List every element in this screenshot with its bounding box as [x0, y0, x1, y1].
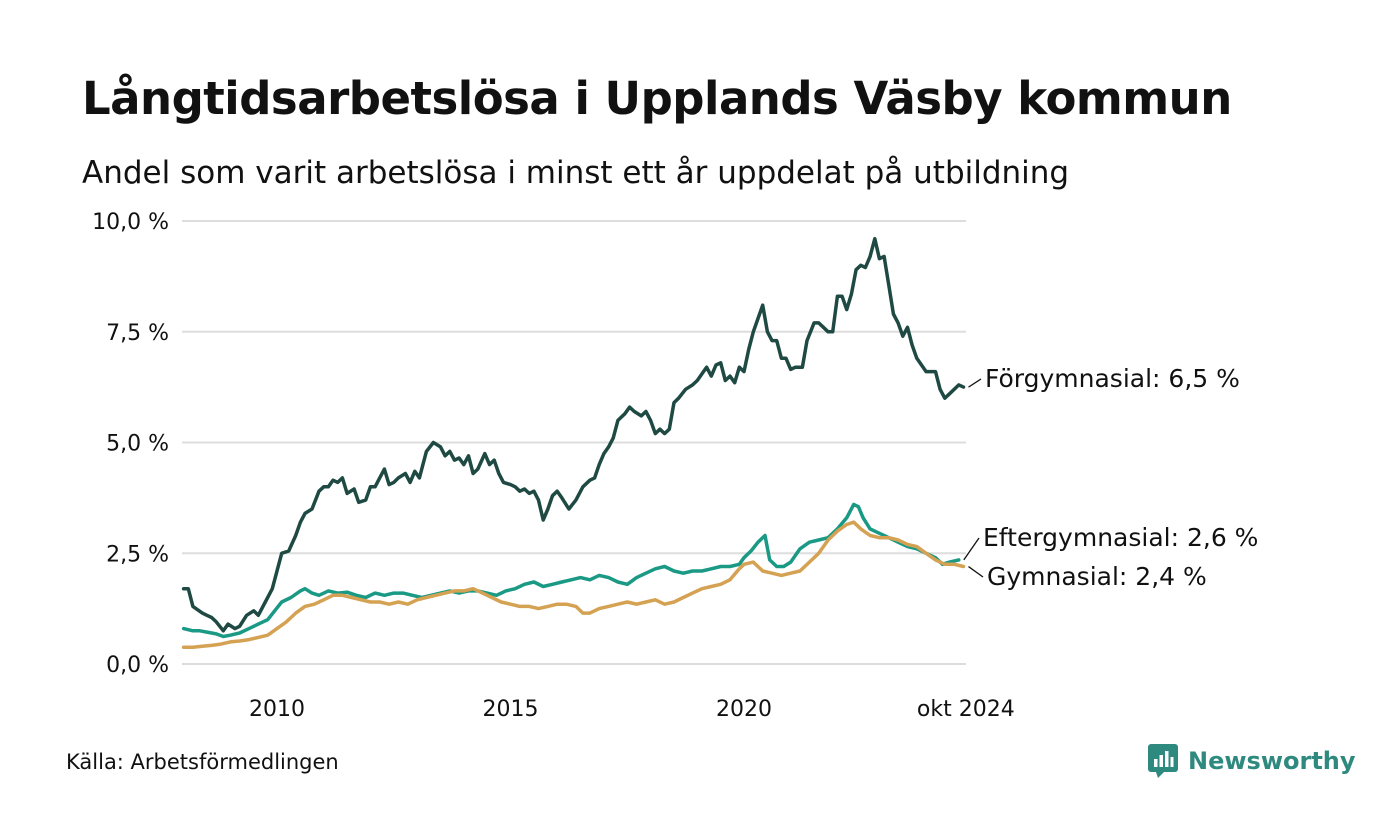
series-label-eftergymnasial: Eftergymnasial: 2,6 % — [983, 523, 1258, 552]
brand-logo[interactable]: Newsworthy — [1148, 744, 1356, 778]
x-tick-label: 2015 — [483, 697, 539, 722]
brand-name: Newsworthy — [1188, 747, 1356, 775]
series-lines — [181, 236, 966, 649]
y-tick-label: 0,0 % — [106, 653, 169, 678]
x-tick-label: 2020 — [716, 697, 772, 722]
y-axis-ticks: 0,0 % 2,5 % 5,0 % 7,5 % 10,0 % — [92, 210, 169, 678]
newsworthy-logo-icon — [1148, 744, 1178, 778]
series-line-gymnasial — [181, 520, 966, 649]
chart-title: Långtidsarbetslösa i Upplands Väsby komm… — [82, 72, 1232, 125]
x-tick-label: okt 2024 — [917, 697, 1015, 722]
series-line-eftergymnasial — [181, 502, 961, 639]
series-label-gymnasial: Gymnasial: 2,4 % — [987, 562, 1207, 591]
y-tick-label: 10,0 % — [92, 210, 169, 235]
chart-subtitle: Andel som varit arbetslösa i minst ett å… — [82, 155, 1070, 191]
x-axis-ticks: 2010 2015 2020 okt 2024 — [249, 697, 1015, 722]
x-tick-label: 2010 — [249, 697, 305, 722]
gridlines — [182, 220, 966, 665]
series-label-connector — [968, 566, 984, 578]
series-label-frgymnasial: Förgymnasial: 6,5 % — [985, 364, 1240, 393]
source-note: Källa: Arbetsförmedlingen — [66, 750, 339, 774]
series-labels: Förgymnasial: 6,5 % Eftergymnasial: 2,6 %… — [963, 364, 1258, 591]
series-label-connector — [968, 378, 982, 388]
series-line-frgymnasial — [181, 236, 966, 633]
series-label-connector — [963, 537, 980, 561]
y-tick-label: 5,0 % — [106, 432, 169, 457]
y-tick-label: 7,5 % — [106, 321, 169, 346]
y-tick-label: 2,5 % — [106, 542, 169, 567]
